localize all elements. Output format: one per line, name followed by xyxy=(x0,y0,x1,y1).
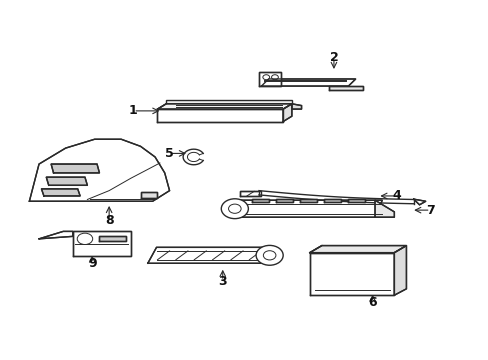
Text: 9: 9 xyxy=(88,257,96,270)
Polygon shape xyxy=(324,199,341,202)
Polygon shape xyxy=(283,104,291,122)
Polygon shape xyxy=(413,199,425,205)
Polygon shape xyxy=(140,192,157,198)
Text: 1: 1 xyxy=(129,104,138,117)
Polygon shape xyxy=(309,246,406,253)
Polygon shape xyxy=(157,104,291,109)
Polygon shape xyxy=(99,236,126,241)
Polygon shape xyxy=(261,79,355,86)
Polygon shape xyxy=(29,139,169,201)
Polygon shape xyxy=(183,149,203,165)
Circle shape xyxy=(221,199,248,219)
Polygon shape xyxy=(239,192,261,196)
Circle shape xyxy=(256,246,283,265)
Polygon shape xyxy=(41,189,80,196)
Polygon shape xyxy=(232,200,382,217)
Text: 7: 7 xyxy=(426,204,434,217)
Polygon shape xyxy=(147,247,272,263)
Polygon shape xyxy=(374,200,393,217)
Text: 5: 5 xyxy=(165,147,174,160)
Polygon shape xyxy=(328,86,362,90)
Polygon shape xyxy=(309,253,393,295)
Polygon shape xyxy=(275,199,292,202)
Text: 4: 4 xyxy=(391,189,400,202)
Text: 8: 8 xyxy=(104,214,113,227)
Polygon shape xyxy=(157,109,283,122)
Polygon shape xyxy=(348,199,365,202)
Text: 3: 3 xyxy=(218,275,226,288)
Text: 2: 2 xyxy=(329,51,338,64)
Text: 6: 6 xyxy=(367,296,376,309)
Polygon shape xyxy=(393,246,406,295)
Polygon shape xyxy=(166,100,291,104)
Polygon shape xyxy=(259,72,280,86)
Polygon shape xyxy=(291,104,301,109)
Polygon shape xyxy=(51,164,99,173)
Polygon shape xyxy=(39,231,73,239)
Polygon shape xyxy=(251,199,268,202)
Polygon shape xyxy=(73,231,131,256)
Polygon shape xyxy=(46,177,87,185)
Polygon shape xyxy=(300,199,316,202)
